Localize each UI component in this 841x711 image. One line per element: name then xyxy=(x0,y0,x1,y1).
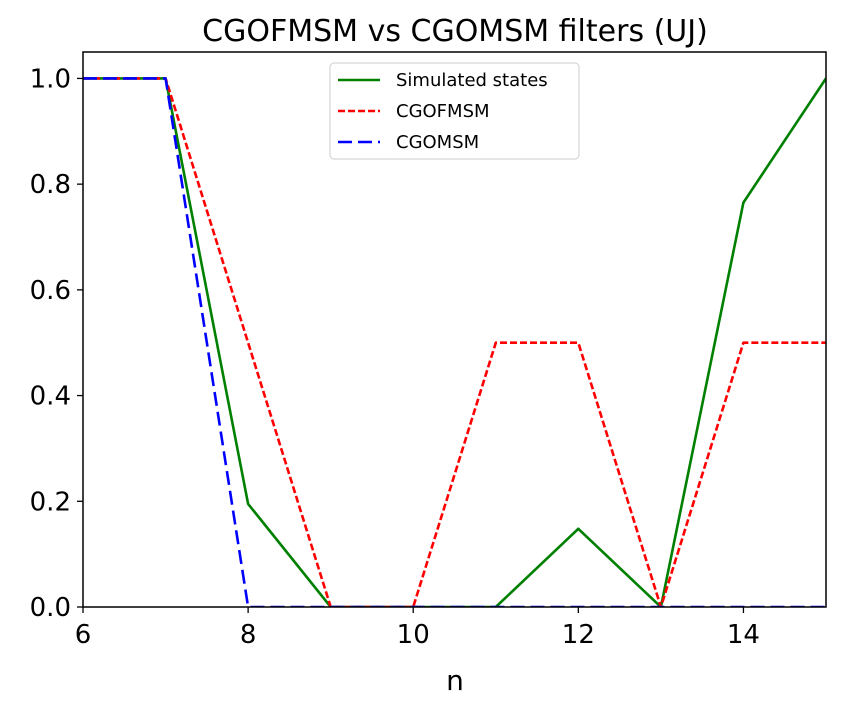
y-tick-label: 0.2 xyxy=(30,487,71,517)
series-line-2 xyxy=(83,77,826,607)
x-tick-label: 12 xyxy=(562,620,595,650)
series-line-3 xyxy=(83,77,826,607)
y-tick-label: 0.6 xyxy=(30,276,71,306)
x-axis: 6 8 10 12 14 xyxy=(75,607,760,650)
plot-lines xyxy=(83,77,826,607)
y-tick-label: 0.8 xyxy=(30,170,71,200)
x-tick-label: 14 xyxy=(727,620,760,650)
y-tick-label: 0.0 xyxy=(30,593,71,623)
chart-title: CGOFMSM vs CGOMSM filters (UJ) xyxy=(202,14,708,49)
y-axis: 0.0 0.2 0.4 0.6 0.8 1.0 xyxy=(30,64,83,623)
y-tick-label: 0.4 xyxy=(30,382,71,412)
x-axis-label: n xyxy=(446,664,464,697)
plot-frame xyxy=(82,51,827,608)
x-tick-label: 6 xyxy=(75,620,92,650)
legend-label: Simulated states xyxy=(396,70,548,91)
legend-label: CGOMSM xyxy=(396,132,479,153)
legend-box xyxy=(329,62,580,160)
legend: Simulated states CGOFMSM CGOMSM xyxy=(329,62,580,160)
x-tick-label: 8 xyxy=(240,620,257,650)
legend-label: CGOFMSM xyxy=(396,101,490,122)
x-tick-label: 10 xyxy=(397,620,430,650)
y-tick-label: 1.0 xyxy=(30,64,71,94)
series-line-1 xyxy=(83,77,826,607)
